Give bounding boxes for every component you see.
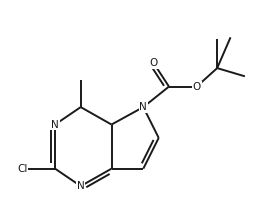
- Text: O: O: [149, 58, 158, 68]
- Text: O: O: [193, 82, 201, 92]
- Text: N: N: [77, 181, 85, 191]
- Text: Cl: Cl: [17, 164, 28, 174]
- Text: N: N: [51, 119, 59, 130]
- Text: N: N: [139, 102, 147, 112]
